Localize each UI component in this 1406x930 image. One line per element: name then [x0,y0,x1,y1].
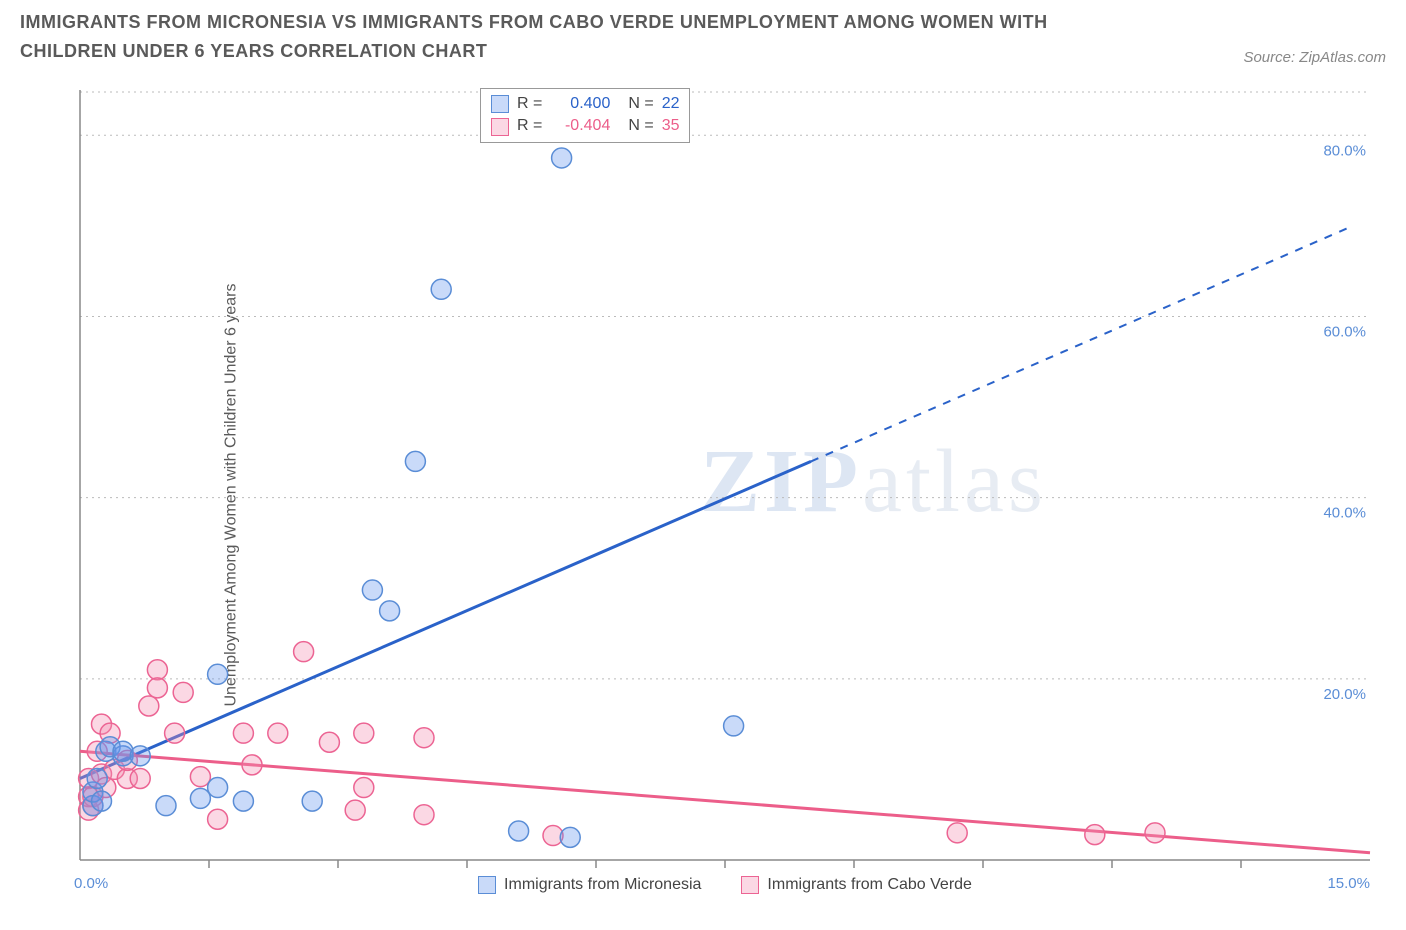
data-point [552,148,572,168]
data-point [130,768,150,788]
data-point [414,805,434,825]
data-point [233,791,253,811]
data-point [560,827,580,847]
data-point [354,723,374,743]
data-point [233,723,253,743]
svg-text:80.0%: 80.0% [1323,142,1366,159]
data-point [139,696,159,716]
chart-title: IMMIGRANTS FROM MICRONESIA VS IMMIGRANTS… [20,8,1120,66]
data-point [509,821,529,841]
data-point [268,723,288,743]
data-point [431,279,451,299]
legend-item-a: Immigrants from Micronesia [478,876,701,894]
data-point [294,642,314,662]
svg-text:20.0%: 20.0% [1323,686,1366,703]
data-point [1085,825,1105,845]
swatch-pink-icon [491,118,509,136]
scatter-chart: 20.0%40.0%60.0%80.0% 0.0%15.0% [60,90,1390,900]
data-point [208,664,228,684]
legend-item-b: Immigrants from Cabo Verde [741,876,972,894]
swatch-blue-icon [478,876,496,894]
data-point [354,778,374,798]
data-point [190,767,210,787]
correlation-legend: R = 0.400 N = 22 R = -0.404 N = 35 [480,88,690,143]
data-point [405,451,425,471]
data-point [173,682,193,702]
data-point [147,660,167,680]
data-point [208,778,228,798]
swatch-pink-icon [741,876,759,894]
data-point [302,791,322,811]
data-point [319,732,339,752]
svg-text:40.0%: 40.0% [1323,505,1366,522]
plot-area: Unemployment Among Women with Children U… [60,90,1390,900]
legend-row-b: R = -0.404 N = 35 [491,115,679,137]
legend-row-a: R = 0.400 N = 22 [491,93,679,115]
data-point [190,788,210,808]
svg-text:60.0%: 60.0% [1323,323,1366,340]
data-point [1145,823,1165,843]
data-point [165,723,185,743]
data-point [92,791,112,811]
data-point [947,823,967,843]
data-point [156,796,176,816]
data-point [147,678,167,698]
data-point [724,716,744,736]
data-point [242,755,262,775]
data-point [362,580,382,600]
swatch-blue-icon [491,95,509,113]
data-point [208,809,228,829]
source-label: Source: ZipAtlas.com [1243,49,1386,66]
data-point [87,768,107,788]
data-point [130,746,150,766]
data-point [380,601,400,621]
data-point [414,728,434,748]
series-legend: Immigrants from Micronesia Immigrants fr… [60,876,1390,894]
data-point [345,800,365,820]
